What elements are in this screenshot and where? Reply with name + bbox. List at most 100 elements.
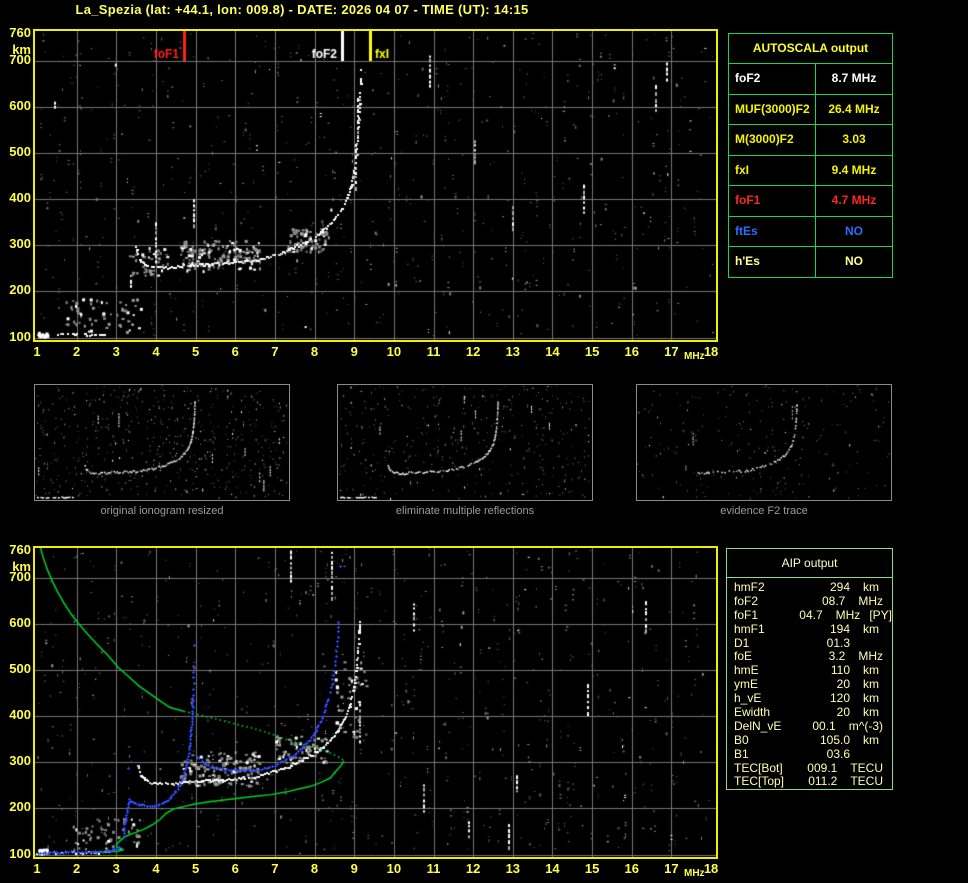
parameter-unit: km xyxy=(863,705,879,720)
y-tick-label: 500 xyxy=(9,661,31,677)
parameter-value: 3.2 xyxy=(828,649,846,664)
parameter-flag xyxy=(879,692,888,706)
parameter-unit: km xyxy=(863,677,879,692)
parameter-name: DelN_vE xyxy=(734,718,782,733)
parameter-name: B0 xyxy=(734,732,749,747)
parameter-unit: km xyxy=(863,663,879,678)
thumbnail-original-ionogram xyxy=(34,384,290,501)
x-tick-label: 11 xyxy=(426,344,441,359)
aip-row-b0: B0 105.0 km xyxy=(727,732,892,748)
parameter-unit: TECU xyxy=(850,774,883,789)
x-tick-label: 13 xyxy=(505,344,521,359)
parameter-unit: km xyxy=(863,732,879,747)
parameter-unit: km xyxy=(863,621,879,636)
aip-row-foe: foE 3.2 MHz xyxy=(727,650,892,664)
parameter-value: 8.7 MHz xyxy=(831,71,877,85)
x-axis-unit-label: MHz xyxy=(684,351,705,362)
parameter-unit xyxy=(850,748,863,762)
parameter-name: foE xyxy=(734,649,753,664)
y-tick-label: 600 xyxy=(9,98,31,114)
parameter-value: 01.3 xyxy=(826,635,850,650)
x-tick-label: 1 xyxy=(33,344,41,359)
y-tick-label: 700 xyxy=(9,569,31,585)
x-tick-label: 16 xyxy=(624,344,639,359)
parameter-name: MUF(3000)F2 xyxy=(729,94,816,124)
aip-row-hve: h_vE 120 km xyxy=(727,691,892,706)
thumbnail-f2-trace xyxy=(636,384,892,501)
parameter-flag xyxy=(879,623,888,637)
parameter-value: 3.03 xyxy=(842,132,866,146)
parameter-value: 294 xyxy=(829,580,850,594)
aip-row-hme: hmE 110 km xyxy=(727,663,892,678)
aip-row-fof2: foF2 08.7 MHz xyxy=(727,593,892,609)
profile-plot-canvas xyxy=(35,548,716,857)
x-tick-label: 15 xyxy=(584,861,600,876)
parameter-name: M(3000)F2 xyxy=(729,125,816,155)
parameter-name: ymE xyxy=(734,677,758,692)
parameter-value: 20 xyxy=(836,705,850,720)
parameter-name: foF2 xyxy=(729,64,816,94)
scaled-ionogram-plot xyxy=(33,29,718,342)
parameter-flag xyxy=(879,734,888,748)
parameter-value: 110 xyxy=(830,663,850,678)
x-tick-label: 16 xyxy=(624,861,639,876)
parameter-unit: MHz xyxy=(858,593,883,608)
x-tick-label: 14 xyxy=(545,861,560,876)
aip-row-b1: B1 03.6 xyxy=(727,746,892,762)
x-tick-label: 7 xyxy=(271,861,279,876)
thumbnail-original-canvas xyxy=(35,385,289,500)
parameter-value: 009.1 xyxy=(807,760,838,775)
aip-output-table: AIP output hmF2 294 km foF2 08.7 MHz foF1 04.7 M… xyxy=(726,548,893,790)
y-tick-label: 600 xyxy=(9,615,31,631)
thumbnail-caption-f2-trace: evidence F2 trace xyxy=(720,505,808,517)
aip-row-yme: ymE 20 km xyxy=(727,677,892,692)
x-axis-unit-label: MHz xyxy=(684,868,705,879)
parameter-unit: m^(-3) xyxy=(848,718,883,733)
parameter-name: D1 xyxy=(734,635,750,650)
parameter-value: 120 xyxy=(829,691,850,706)
parameter-unit: km xyxy=(863,691,879,706)
x-tick-label: 14 xyxy=(545,344,560,359)
y-tick-label: 100 xyxy=(9,328,31,344)
x-tick-label: 5 xyxy=(191,344,200,359)
y-tick-label: 700 xyxy=(9,52,31,68)
x-tick-label: 13 xyxy=(505,861,521,876)
parameter-flag: [PY] xyxy=(869,607,892,622)
parameter-name: hmE xyxy=(734,663,759,678)
parameter-value: 04.7 xyxy=(799,607,823,622)
parameter-value: 9.4 MHz xyxy=(831,162,877,177)
aip-row-tectop: TEC[Top] 011.2 TECU xyxy=(727,775,892,789)
x-tick-label: 1 xyxy=(33,861,41,876)
y-axis-unit-label: km xyxy=(12,41,31,57)
parameter-name: h'Es xyxy=(729,247,816,277)
autoscala-row-ftes: ftEs NO xyxy=(729,216,892,247)
parameter-name: B1 xyxy=(734,746,749,761)
x-tick-label: 3 xyxy=(112,344,120,359)
parameter-unit xyxy=(850,637,863,651)
parameter-name: fxI xyxy=(729,155,816,185)
y-tick-label: 200 xyxy=(9,282,31,298)
parameter-name: hmF2 xyxy=(734,580,765,594)
aip-row-hmf1: hmF1 194 km xyxy=(727,621,892,637)
parameter-value: 194 xyxy=(829,621,850,636)
x-tick-label: 10 xyxy=(386,344,402,359)
autoscala-row-fof1: foF1 4.7 MHz xyxy=(729,186,892,217)
aip-row-fof1: foF1 04.7 MHz [PY] xyxy=(727,607,892,623)
x-tick-label: 8 xyxy=(310,861,319,876)
autoscala-row-fof2: foF2 8.7 MHz xyxy=(729,64,892,95)
parameter-name: foF1 xyxy=(729,186,816,216)
x-tick-label: 11 xyxy=(426,861,441,876)
parameter-flag xyxy=(883,650,892,664)
parameter-flag xyxy=(879,706,888,720)
x-tick-label: 9 xyxy=(350,344,358,359)
x-tick-label: 4 xyxy=(152,344,160,359)
x-tick-label: 18 xyxy=(703,344,719,359)
parameter-name: hmF1 xyxy=(734,621,765,636)
x-tick-label: 4 xyxy=(152,861,160,876)
parameter-name: TEC[Bot] xyxy=(734,760,783,775)
aip-row-hmf2: hmF2 294 km xyxy=(727,580,892,595)
y-tick-label: 760 xyxy=(9,24,31,40)
x-tick-label: 6 xyxy=(231,344,239,359)
station-date-title: La_Spezia (lat: +44.1, lon: 009.8) - DAT… xyxy=(75,2,529,17)
